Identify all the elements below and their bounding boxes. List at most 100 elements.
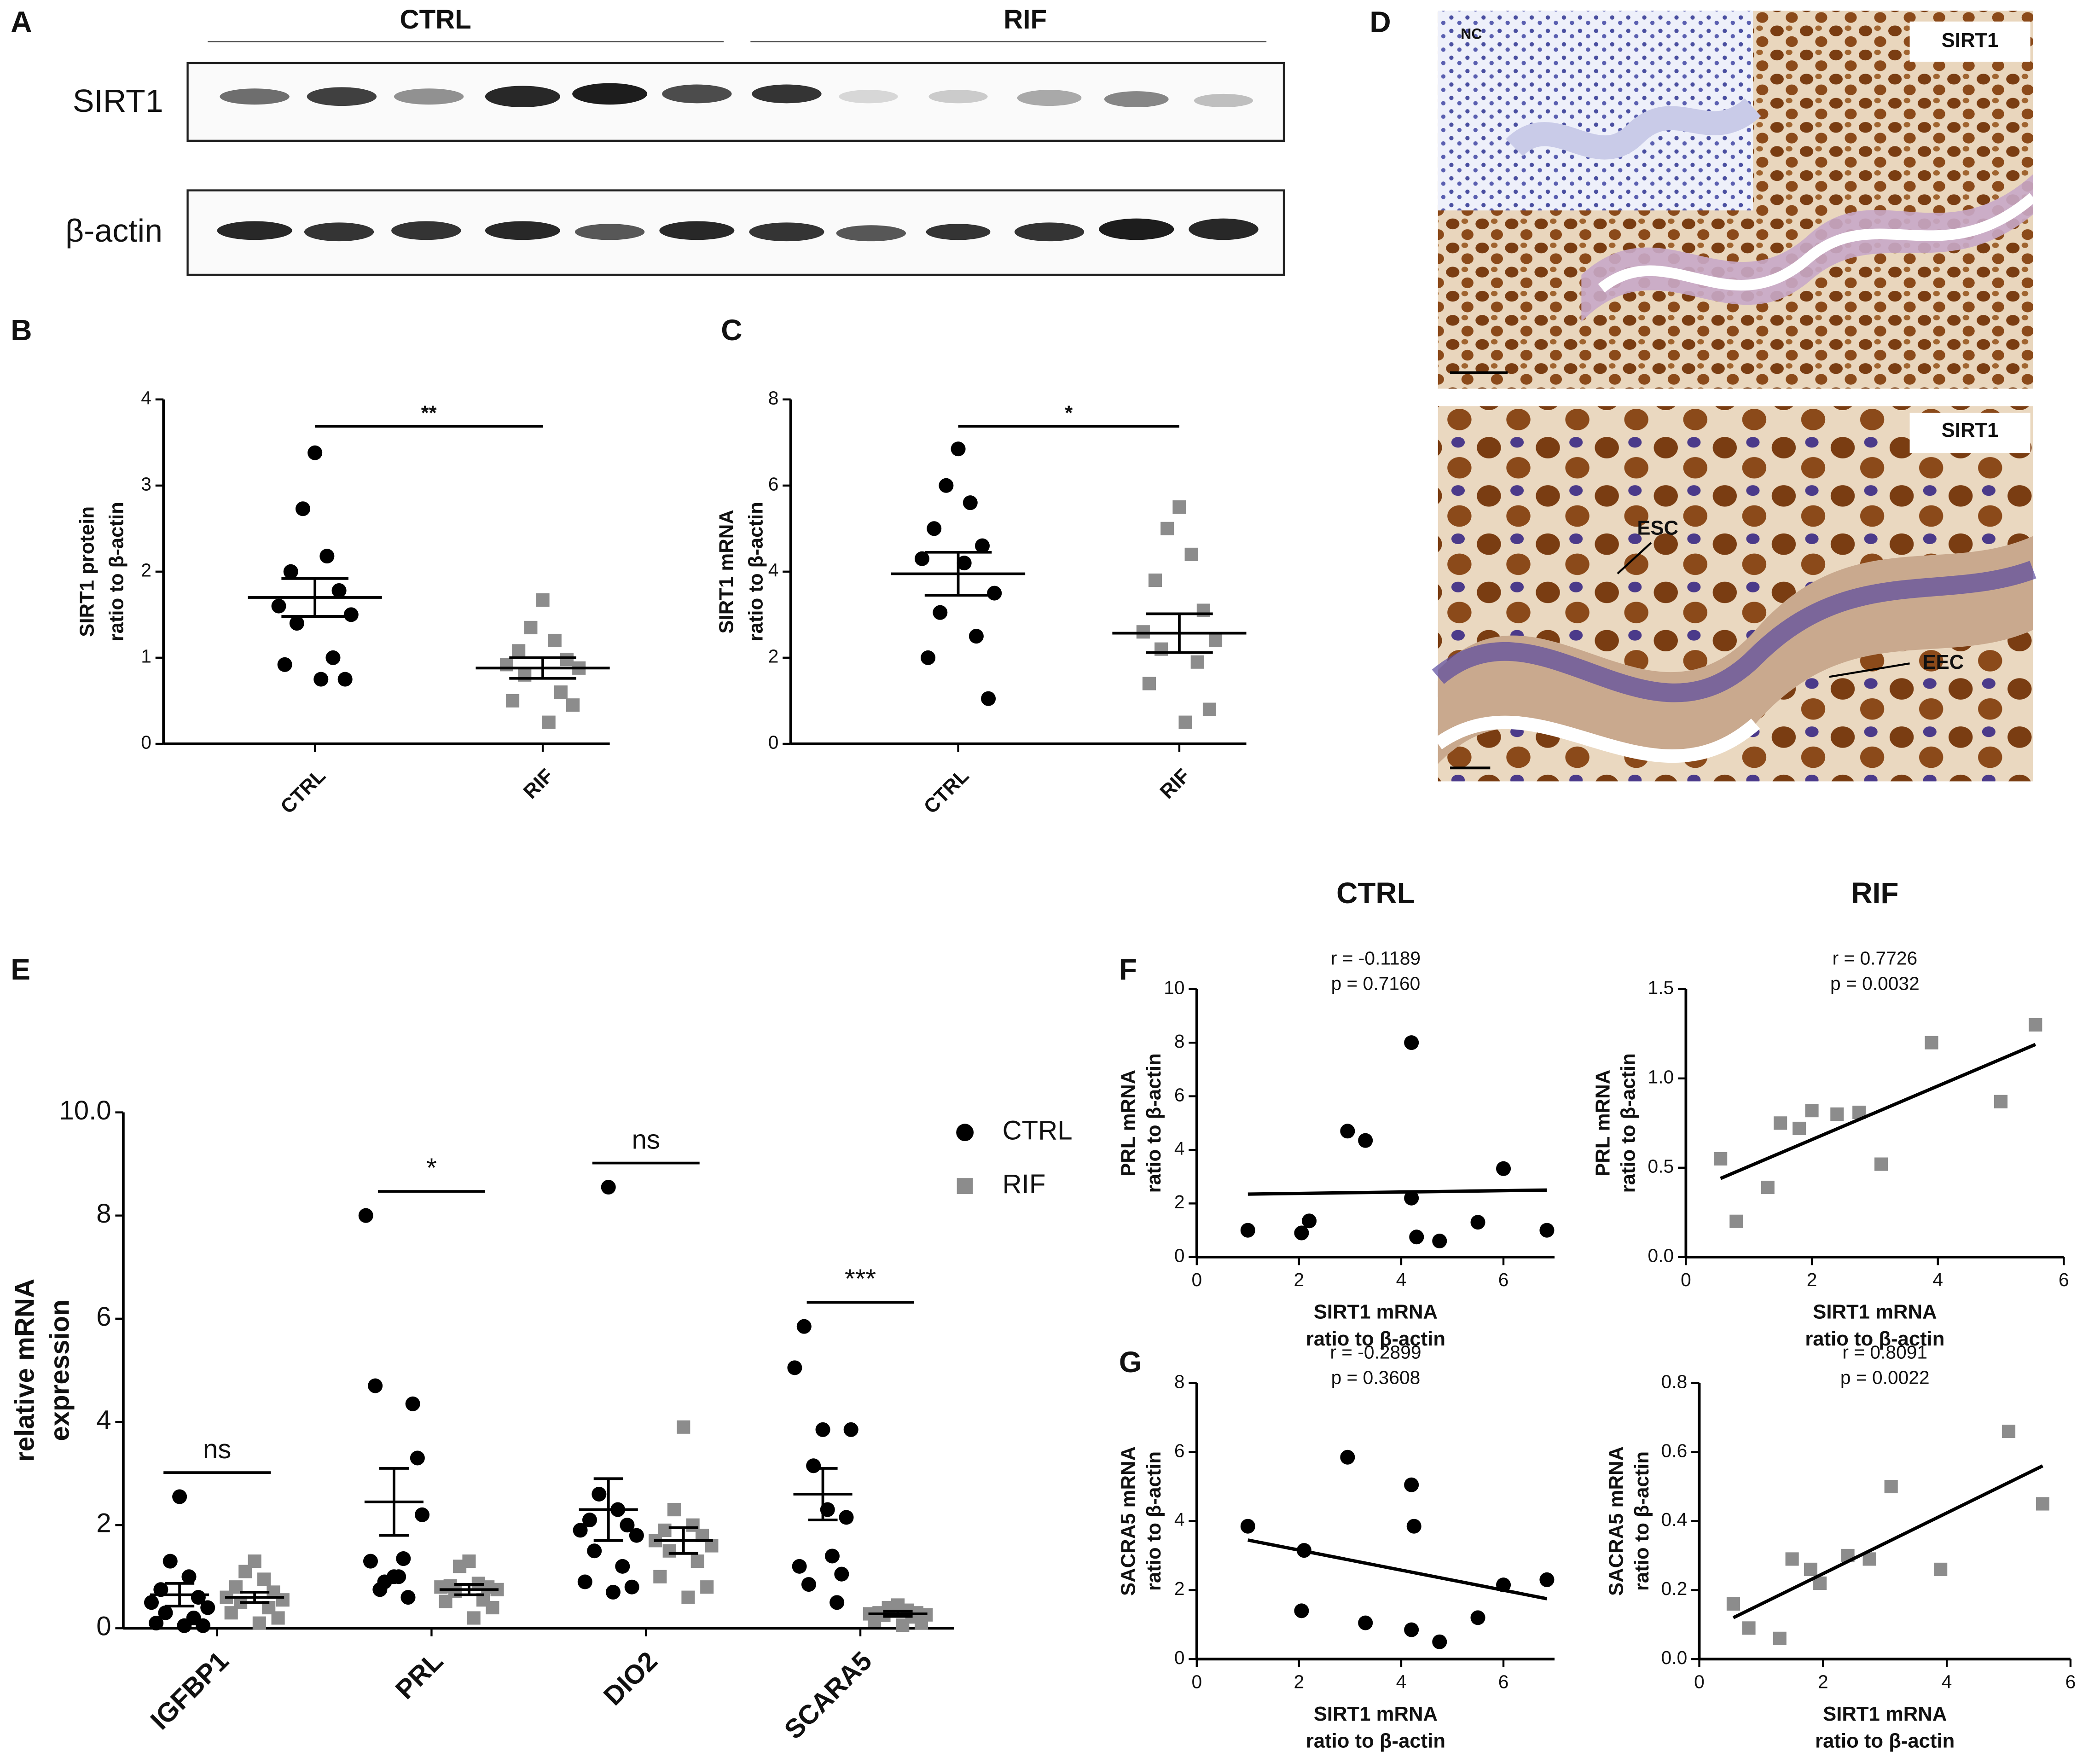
data-point bbox=[486, 1600, 499, 1615]
data-point bbox=[144, 1595, 159, 1610]
row-label: SIRT1 bbox=[73, 83, 163, 119]
data-point bbox=[391, 1569, 406, 1584]
data-point bbox=[969, 629, 984, 644]
stat-label: r = 0.7726 bbox=[1833, 947, 1918, 968]
data-point bbox=[629, 1528, 644, 1543]
data-point bbox=[453, 1560, 467, 1573]
x-tick-label: 6 bbox=[2065, 1671, 2076, 1692]
data-point bbox=[582, 1512, 597, 1528]
y-tick-label: 0 bbox=[96, 1612, 111, 1641]
fit-line bbox=[1247, 1188, 1547, 1196]
stain-label: SIRT1 bbox=[1942, 419, 1999, 441]
x-axis-label: SIRT1 mRNA bbox=[1823, 1703, 1947, 1725]
x-tick-label: 4 bbox=[1932, 1269, 1943, 1290]
y-tick-label: 6 bbox=[768, 474, 779, 495]
y-tick-label: 1 bbox=[141, 646, 151, 667]
y-axis-label: PRL mRNA bbox=[1117, 1070, 1140, 1177]
y-tick-label: 4 bbox=[768, 560, 779, 581]
y-tick-label: 8 bbox=[1174, 1031, 1185, 1052]
data-point bbox=[806, 1458, 821, 1473]
y-tick-label: 4 bbox=[96, 1405, 111, 1435]
y-axis-label: ratio to β-actin bbox=[1617, 1053, 1640, 1193]
data-point bbox=[1358, 1615, 1373, 1630]
data-point bbox=[1539, 1223, 1555, 1238]
data-point bbox=[554, 685, 568, 699]
data-point bbox=[153, 1582, 168, 1597]
x-tick-label: 2 bbox=[1818, 1671, 1828, 1692]
stat-label: p = 0.7160 bbox=[1331, 973, 1421, 994]
cell-label: EEC bbox=[1922, 651, 1964, 673]
y-axis-label: PRL mRNA bbox=[1591, 1070, 1614, 1177]
x-tick-label: RIF bbox=[1155, 765, 1194, 803]
row-label: β-actin bbox=[65, 213, 162, 249]
data-point bbox=[914, 551, 929, 566]
x-axis-label: ratio to β-actin bbox=[1805, 1328, 1944, 1350]
y-tick-label: 1.5 bbox=[1648, 977, 1674, 998]
x-tick-label: 6 bbox=[2059, 1269, 2069, 1290]
data-point bbox=[834, 1566, 849, 1582]
data-point bbox=[914, 1616, 928, 1630]
data-point bbox=[1884, 1479, 1898, 1494]
x-tick-label: SCARA5 bbox=[778, 1646, 877, 1745]
y-tick-label: 2 bbox=[768, 646, 779, 667]
lumen bbox=[1598, 193, 2037, 293]
data-point bbox=[325, 650, 341, 665]
data-point bbox=[1340, 1124, 1355, 1139]
data-point bbox=[933, 605, 948, 620]
fit-line bbox=[1247, 1538, 1548, 1600]
data-point bbox=[843, 1422, 859, 1437]
data-point bbox=[1302, 1213, 1317, 1229]
x-tick-label: 6 bbox=[1498, 1671, 1509, 1692]
y-tick-label: 0.4 bbox=[1661, 1509, 1688, 1530]
data-point bbox=[1539, 1572, 1555, 1587]
legend-label: RIF bbox=[1003, 1169, 1046, 1199]
data-point bbox=[787, 1360, 802, 1375]
x-tick-label: CTRL bbox=[276, 765, 330, 818]
y-tick-label: 0.5 bbox=[1648, 1156, 1674, 1177]
data-point bbox=[224, 1606, 238, 1620]
x-tick-label: 0 bbox=[1681, 1269, 1691, 1290]
y-tick-label: 4 bbox=[141, 387, 151, 408]
data-point bbox=[690, 1554, 704, 1568]
y-tick-label: 2 bbox=[1174, 1191, 1185, 1212]
data-point bbox=[1208, 633, 1223, 648]
data-point bbox=[368, 1378, 383, 1393]
data-point bbox=[1793, 1121, 1806, 1136]
data-point bbox=[313, 672, 329, 687]
stat-label: r = 0.8091 bbox=[1842, 1341, 1927, 1363]
x-tick-label: 2 bbox=[1294, 1671, 1305, 1692]
significance-label: ns bbox=[632, 1125, 660, 1154]
y-axis-label: ratio to β-actin bbox=[744, 502, 767, 641]
lumen bbox=[1434, 715, 1760, 763]
data-point bbox=[792, 1559, 807, 1574]
legend-marker bbox=[956, 1124, 974, 1142]
data-point bbox=[1714, 1152, 1728, 1166]
data-point bbox=[592, 1486, 607, 1502]
data-point bbox=[830, 1595, 845, 1610]
data-point bbox=[257, 1572, 271, 1586]
data-point bbox=[319, 549, 335, 564]
data-point bbox=[1925, 1036, 1938, 1050]
panel-label: B bbox=[11, 313, 32, 347]
data-point bbox=[1142, 677, 1156, 690]
x-axis-label: ratio to β-actin bbox=[1306, 1729, 1445, 1752]
data-point bbox=[405, 1396, 420, 1411]
data-point bbox=[1404, 1622, 1419, 1637]
data-point bbox=[927, 521, 942, 536]
fit-line bbox=[1732, 1464, 2044, 1619]
x-axis-label: ratio to β-actin bbox=[1306, 1328, 1445, 1350]
y-tick-label: 10.0 bbox=[59, 1096, 111, 1125]
data-point bbox=[1830, 1107, 1844, 1121]
y-tick-label: 0.6 bbox=[1661, 1440, 1688, 1461]
data-point bbox=[415, 1507, 430, 1522]
x-tick-label: 2 bbox=[1294, 1269, 1305, 1290]
group-label: CTRL bbox=[400, 5, 471, 35]
data-point bbox=[1804, 1562, 1818, 1576]
data-point bbox=[238, 1565, 252, 1578]
y-tick-label: 4 bbox=[1174, 1138, 1185, 1159]
data-point bbox=[1432, 1233, 1447, 1249]
x-tick-label: DIO2 bbox=[598, 1646, 663, 1711]
x-tick-label: 4 bbox=[1396, 1269, 1407, 1290]
x-axis-label: SIRT1 mRNA bbox=[1314, 1301, 1438, 1323]
data-point bbox=[560, 653, 574, 667]
